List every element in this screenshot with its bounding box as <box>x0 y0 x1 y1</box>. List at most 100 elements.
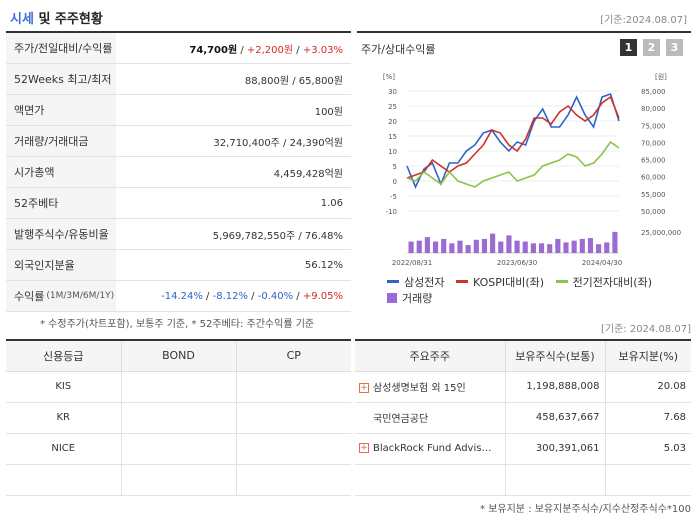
holder-name: 삼성생명보험 외 15인 <box>373 383 466 394</box>
legend-swatch <box>555 280 568 283</box>
expand-plus-icon[interactable]: + <box>359 443 369 453</box>
col-header: BOND <box>121 340 237 372</box>
volume-bar <box>563 242 569 253</box>
chart-title: 주가/상대수익률 <box>361 43 436 56</box>
legend-swatch <box>387 280 399 283</box>
table-row: KR <box>6 402 351 434</box>
volume-bar <box>538 243 545 253</box>
row-value: 4,459,428억원 <box>273 168 343 180</box>
table-row: 국민연금공단 458,637,667 7.68 <box>355 402 691 434</box>
row-value: 5,969,782,550주 / 76.48% <box>212 230 343 242</box>
chart-tab-1[interactable]: 1 <box>620 39 637 56</box>
left-tick-label: 25 <box>388 103 397 111</box>
table-cell <box>236 371 351 403</box>
col-header: CP <box>236 340 351 372</box>
left-tick-label: -5 <box>390 193 397 201</box>
base-date: [기준:2024.08.07] <box>600 15 687 26</box>
holder-shares: 458,637,667 <box>505 402 606 434</box>
right-tick-label: 50,000 <box>641 208 666 216</box>
volume-bar <box>596 244 602 253</box>
right-tick-label: 75,000 <box>641 122 666 130</box>
title-main: 시세 <box>10 12 34 27</box>
footnote-holders: * 보유지분 : 보유지분주식수/지수산정주식수*100 <box>480 504 691 515</box>
holder-shares <box>505 464 606 496</box>
legend-label: KOSPI대비(좌) <box>472 275 545 289</box>
quote-row-52w: 52Weeks 최고/최저 88,800원 / 65,800원 <box>6 64 351 95</box>
chart-tab-3[interactable]: 3 <box>666 39 683 56</box>
row-label: 거래량/거래대금 <box>6 126 116 156</box>
chart-tabs: 1 2 3 <box>620 39 683 56</box>
holder-shares: 300,391,061 <box>505 433 606 465</box>
left-tick-label: -10 <box>386 208 397 216</box>
right-tick-label: 65,000 <box>641 157 666 165</box>
expand-plus-icon[interactable]: + <box>359 383 369 393</box>
x-tick-label: 2024/04/30 <box>582 259 622 267</box>
chart-tab-2[interactable]: 2 <box>643 39 660 56</box>
holder-pct: 7.68 <box>605 402 691 434</box>
x-tick-label: 2023/06/30 <box>497 259 537 267</box>
row-value: 1.06 <box>320 197 343 209</box>
volume-bar <box>449 243 455 253</box>
return-1y: +9.05% <box>302 290 343 302</box>
table-cell <box>121 402 237 434</box>
col-header: 보유주식수(보통) <box>505 340 606 372</box>
table-row: KIS <box>6 371 351 403</box>
row-value: 32,710,400주 / 24,390억원 <box>213 137 343 149</box>
row-value: -14.24% / -8.12% / -0.40% / +9.05% <box>161 290 343 302</box>
return-6m: -0.40% <box>257 290 294 302</box>
table-row: + 삼성생명보험 외 15인 1,198,888,008 20.08 <box>355 371 691 403</box>
row-value: 100원 <box>314 106 343 118</box>
row-label: 시가총액 <box>6 157 116 187</box>
table-cell <box>6 464 122 496</box>
quote-row-volume: 거래량/거래대금 32,710,400주 / 24,390억원 <box>6 126 351 157</box>
row-label: 수익률 (1M/3M/6M/1Y) <box>6 281 116 311</box>
holder-name-cell: + BlackRock Fund Advis… <box>355 433 506 465</box>
table-header-row: 신용등급 BOND CP <box>6 340 351 372</box>
volume-bar <box>579 238 585 253</box>
left-tick-label: 15 <box>388 133 397 141</box>
return-1m: -14.24% <box>161 290 203 302</box>
col-header: 신용등급 <box>6 340 122 372</box>
right-tick-label: 60,000 <box>641 174 666 182</box>
table-row: + BlackRock Fund Advis… 300,391,061 5.03 <box>355 433 691 465</box>
row-value: 88,800원 / 65,800원 <box>244 75 343 87</box>
left-tick-label: 10 <box>388 148 397 156</box>
price-value: 74,700원 <box>189 44 238 56</box>
chart-panel: 주가/상대수익률 1 2 3 30 25 20 15 10 5 0 -5 -10 [%] 85,00… <box>357 31 691 309</box>
table-cell <box>121 371 237 403</box>
volume-bar <box>587 238 594 253</box>
holder-pct: 20.08 <box>605 371 691 403</box>
rate-value: +3.03% <box>302 44 343 56</box>
legend-item-electronics: 전기전자대비(좌) <box>555 274 652 290</box>
table-cell: NICE <box>6 433 122 465</box>
table-cell: KR <box>6 402 122 434</box>
holder-pct: 5.03 <box>605 433 691 465</box>
holder-pct <box>605 464 691 496</box>
col-header: 주요주주 <box>355 340 506 372</box>
holder-name: 국민연금공단 <box>373 414 429 425</box>
legend-label: 전기전자대비(좌) <box>572 275 652 289</box>
section-header: 시세 및 주주현황 [기준:2024.08.07] <box>6 6 691 30</box>
volume-bar <box>473 239 479 253</box>
quote-row-foreign: 외국인지분율 56.12% <box>6 250 351 281</box>
volume-tick-label: 25,000,000 <box>641 229 681 237</box>
right-tick-label: 55,000 <box>641 191 666 199</box>
series-line-1 <box>406 95 620 179</box>
volume-bar <box>441 238 447 253</box>
x-tick-label: 2022/08/31 <box>392 259 432 267</box>
volume-bar <box>432 241 439 253</box>
left-axis-unit: [%] <box>383 73 395 81</box>
left-tick-label: 0 <box>393 178 397 186</box>
quote-row-marketcap: 시가총액 4,459,428억원 <box>6 157 351 188</box>
row-label: 발행주식수/유동비율 <box>6 219 116 249</box>
row-label: 외국인지분율 <box>6 250 116 280</box>
volume-bar <box>571 240 577 253</box>
volume-bar <box>530 243 536 253</box>
price-relative-chart: 30 25 20 15 10 5 0 -5 -10 [%] 85,000 80,000 75,000 70… <box>383 72 681 267</box>
quote-row-shares: 발행주식수/유동비율 5,969,782,550주 / 76.48% <box>6 219 351 250</box>
volume-bar <box>481 238 488 253</box>
return-label: 수익률 <box>14 290 45 303</box>
table-cell <box>121 433 237 465</box>
shareholders-table: 주요주주 보유주식수(보통) 보유지분(%) + 삼성생명보험 외 15인 1,1… <box>355 339 691 496</box>
volume-bar <box>457 240 463 253</box>
